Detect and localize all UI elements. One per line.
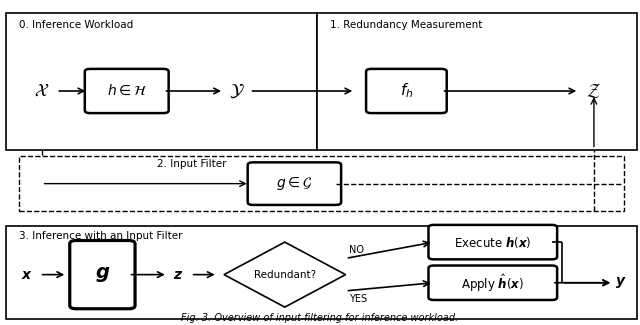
Text: $\boldsymbol{z}$: $\boldsymbol{z}$ <box>173 267 183 282</box>
Text: Execute $\boldsymbol{h}(\boldsymbol{x})$: Execute $\boldsymbol{h}(\boldsymbol{x})$ <box>454 235 531 250</box>
Text: 3. Inference with an Input Filter: 3. Inference with an Input Filter <box>19 231 182 241</box>
Text: 0. Inference Workload: 0. Inference Workload <box>19 20 134 30</box>
Bar <box>317 13 637 150</box>
Text: NO: NO <box>349 245 364 255</box>
FancyBboxPatch shape <box>366 69 447 113</box>
Text: $\mathcal{Y}$: $\mathcal{Y}$ <box>229 82 244 100</box>
Text: $g \in \mathcal{G}$: $g \in \mathcal{G}$ <box>276 175 312 192</box>
FancyBboxPatch shape <box>429 225 557 259</box>
Bar <box>6 13 317 150</box>
Text: $f_h$: $f_h$ <box>400 82 413 100</box>
FancyBboxPatch shape <box>70 240 135 309</box>
Text: 2. Input Filter: 2. Input Filter <box>157 159 227 169</box>
Text: $\boldsymbol{g}$: $\boldsymbol{g}$ <box>95 265 110 284</box>
Text: $h \in \mathcal{H}$: $h \in \mathcal{H}$ <box>107 84 147 98</box>
Text: $\mathcal{Z}$: $\mathcal{Z}$ <box>586 82 602 100</box>
Polygon shape <box>224 242 346 307</box>
Text: Fig. 3. Overview of input filtering for inference workload.: Fig. 3. Overview of input filtering for … <box>181 313 459 323</box>
Text: $\boldsymbol{y}$: $\boldsymbol{y}$ <box>615 275 627 290</box>
Bar <box>19 156 624 211</box>
Text: 1. Redundancy Measurement: 1. Redundancy Measurement <box>330 20 482 30</box>
Text: YES: YES <box>349 294 367 304</box>
FancyBboxPatch shape <box>85 69 169 113</box>
FancyBboxPatch shape <box>248 162 341 205</box>
Text: Apply $\hat{\boldsymbol{h}}(\boldsymbol{x})$: Apply $\hat{\boldsymbol{h}}(\boldsymbol{… <box>461 272 524 294</box>
Text: Redundant?: Redundant? <box>253 270 316 280</box>
Bar <box>6 226 637 318</box>
Text: $\mathcal{X}$: $\mathcal{X}$ <box>34 82 49 100</box>
FancyBboxPatch shape <box>429 266 557 300</box>
Text: $\boldsymbol{x}$: $\boldsymbol{x}$ <box>21 267 33 282</box>
